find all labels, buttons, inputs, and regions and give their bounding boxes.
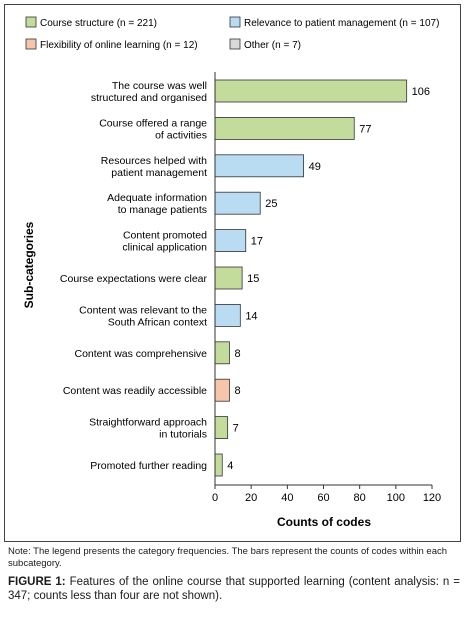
x-tick-label: 120 [423, 492, 441, 504]
x-tick-label: 0 [212, 492, 218, 504]
category-label: Resources helped with patient management [101, 155, 207, 179]
category-label: The course was well structured and organi… [91, 80, 207, 104]
bar-value-label: 4 [227, 460, 233, 472]
bar [214, 303, 241, 327]
x-tick-label: 100 [387, 492, 405, 504]
bar [214, 229, 247, 253]
bars [214, 79, 408, 477]
chart-frame [4, 4, 461, 542]
legend-entry: Other (n = 7) [244, 40, 301, 51]
category-label: Course offered a range of activities [99, 117, 207, 141]
category-label: Course expectations were clear [60, 273, 208, 285]
bar [214, 266, 243, 290]
category-label: Straightforward approach in tutorials [89, 417, 207, 441]
legend-swatch [229, 16, 241, 28]
x-tick-label: 20 [245, 492, 257, 504]
bar-value-label: 14 [245, 310, 257, 322]
bar [214, 117, 355, 140]
value-labels: 106 77 49 25 17 15 14 8 8 7 4 [227, 86, 430, 472]
legend-swatch [25, 38, 37, 50]
chart-note: Note: The legend presents the category f… [8, 546, 448, 569]
x-axis-title: Counts of codes [277, 515, 371, 529]
legend-swatch [25, 16, 37, 28]
legend-entry: Course structure (n = 221) [40, 18, 157, 29]
x-tick-label: 80 [354, 492, 366, 504]
bar [214, 453, 223, 477]
bar-value-label: 15 [247, 273, 259, 285]
bar-value-label: 77 [359, 123, 371, 135]
caption-text: Features of the online course that suppo… [8, 576, 460, 602]
bar [214, 341, 230, 365]
legend: Course structure (n = 221) Relevance to p… [25, 16, 439, 51]
bar [214, 79, 408, 103]
bar-value-label: 17 [251, 236, 263, 248]
caption-label: FIGURE 1: [8, 576, 66, 588]
category-label: Content was comprehensive [75, 348, 208, 360]
legend-entry: Flexibility of online learning (n = 12) [40, 40, 198, 51]
x-tick-label: 40 [281, 492, 293, 504]
category-label: Content promoted clinical application [122, 230, 207, 254]
category-label: Content was readily accessible [63, 385, 207, 397]
bar-value-label: 7 [233, 423, 239, 435]
bar-value-label: 106 [412, 86, 430, 98]
bar-chart: Course structure (n = 221) Relevance to p… [22, 16, 441, 529]
bar-value-label: 8 [234, 348, 240, 360]
x-axis: 0 20 40 60 80 100 120 [212, 72, 441, 504]
x-tick-label: 60 [317, 492, 329, 504]
category-label: Content was relevant to the South African… [79, 304, 207, 328]
bar [214, 416, 229, 440]
bar-value-label: 25 [265, 198, 277, 210]
category-label: Promoted further reading [90, 460, 207, 472]
bar [214, 154, 305, 178]
legend-entry: Relevance to patient management (n = 107… [244, 18, 439, 29]
bar-value-label: 49 [309, 161, 321, 173]
category-label: Adequate information to manage patients [107, 192, 207, 216]
category-labels: The course was well structured and organi… [60, 80, 208, 472]
bar-value-label: 8 [234, 385, 240, 397]
y-axis-title: Sub-categories [22, 221, 36, 308]
figure-caption: FIGURE 1: Features of the online course … [8, 575, 460, 603]
bar [214, 191, 261, 215]
bar [214, 378, 230, 402]
legend-swatch [229, 38, 241, 50]
